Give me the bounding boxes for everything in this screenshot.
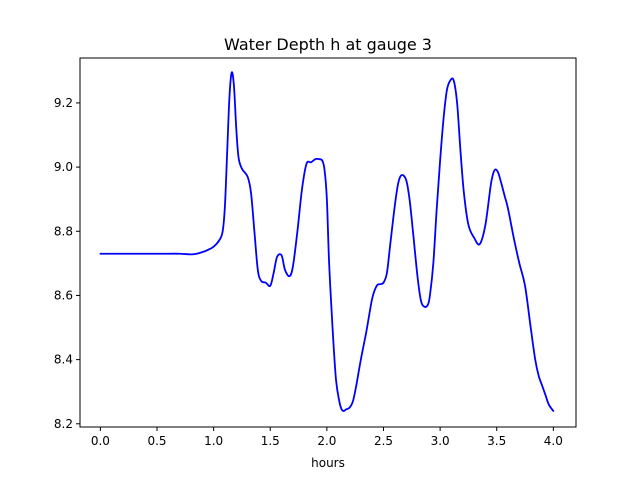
- x-tick-label: 0.5: [147, 434, 166, 448]
- x-axis: 0.0 0.5 1.0 1.5 2.0 2.5 3.0 3.5 4.0: [91, 427, 563, 448]
- y-axis: 8.2 8.4 8.6 8.8 9.0 9.2: [54, 96, 80, 431]
- y-tick-label: 8.6: [54, 288, 73, 302]
- x-tick-label: 3.5: [487, 434, 506, 448]
- y-tick-label: 9.0: [54, 160, 73, 174]
- x-tick-label: 0.0: [91, 434, 110, 448]
- y-tick-label: 8.4: [54, 353, 73, 367]
- x-tick-label: 1.0: [204, 434, 223, 448]
- axes-frame: [79, 57, 577, 428]
- x-tick-label: 2.5: [374, 434, 393, 448]
- plot-series: [99, 71, 555, 412]
- y-tick-label: 9.2: [54, 96, 73, 110]
- series-line-0: [99, 71, 555, 412]
- x-tick-label: 3.0: [431, 434, 450, 448]
- x-axis-label: hours: [311, 456, 345, 470]
- x-tick-label: 1.5: [261, 434, 280, 448]
- chart-title: Water Depth h at gauge 3: [224, 35, 432, 54]
- y-tick-label: 8.8: [54, 224, 73, 238]
- x-tick-label: 4.0: [544, 434, 563, 448]
- x-tick-label: 2.0: [317, 434, 336, 448]
- y-tick-label: 8.2: [54, 417, 73, 431]
